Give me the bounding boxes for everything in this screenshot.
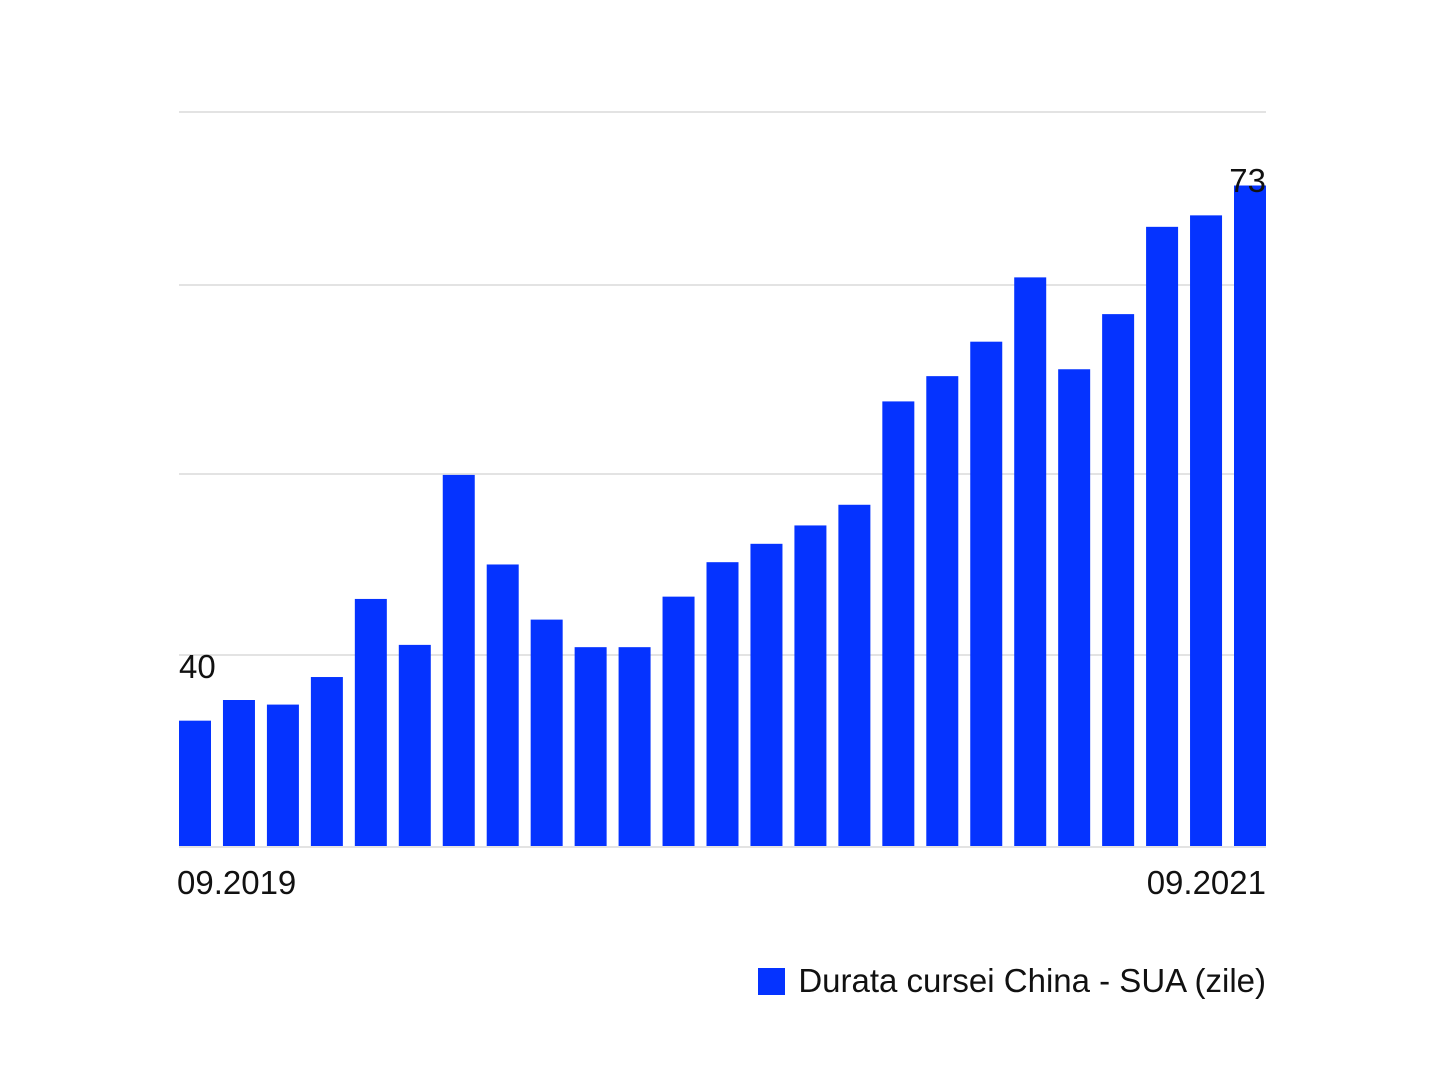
bar-03.2020 [442, 474, 475, 847]
bar-09.2019 [179, 720, 211, 847]
bar-09.2020 [706, 562, 739, 847]
bar-11.2020 [794, 525, 827, 847]
bar-12.2019 [310, 677, 343, 847]
bar-12.2020 [838, 504, 871, 847]
x-tick-label-first: 09.2019 [177, 864, 296, 901]
bar-06.2021 [1102, 314, 1135, 847]
bar-10.2020 [750, 543, 783, 847]
bar-02.2020 [398, 644, 431, 848]
bar-11.2019 [266, 704, 299, 847]
data-label-last: 73 [1229, 162, 1266, 199]
bar-05.2020 [530, 619, 563, 847]
x-tick-label-last: 09.2021 [1147, 864, 1266, 901]
bar-05.2021 [1058, 369, 1091, 847]
bar-08.2020 [662, 596, 695, 847]
bar-07.2020 [618, 647, 651, 847]
bar-06.2020 [574, 647, 607, 847]
data-label-first: 40 [179, 648, 216, 685]
bar-01.2020 [354, 598, 387, 847]
bar-04.2021 [1014, 277, 1047, 847]
bar-10.2019 [222, 700, 255, 847]
bar-09.2021 [1234, 185, 1266, 847]
legend: Durata cursei China - SUA (zile) [758, 962, 1266, 1000]
bar-02.2021 [926, 376, 959, 847]
bar-01.2021 [882, 401, 915, 847]
bar-08.2021 [1190, 215, 1223, 848]
legend-label: Durata cursei China - SUA (zile) [798, 962, 1266, 999]
bar-03.2021 [970, 341, 1003, 847]
bars [179, 185, 1266, 848]
bar-04.2020 [486, 564, 519, 847]
legend-swatch [758, 967, 786, 995]
bar-07.2021 [1146, 226, 1179, 848]
